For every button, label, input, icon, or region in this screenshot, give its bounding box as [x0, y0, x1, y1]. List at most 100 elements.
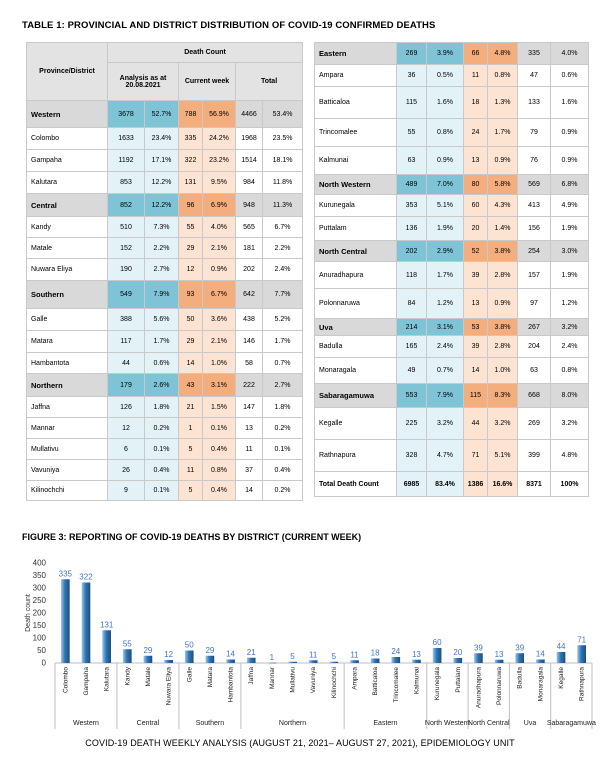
- category-label: Mullativu: [290, 667, 297, 693]
- bar-kalutara: [102, 630, 111, 663]
- district-row-jaffna: Jaffna 126 1.8% 21 1.5% 147 1.8%: [26, 396, 304, 418]
- y-tick-label: 300: [33, 584, 47, 593]
- category-label: Colombo: [62, 667, 69, 693]
- cell-name: Mannar: [26, 417, 108, 439]
- cell-a: 44: [107, 352, 145, 374]
- cell-a: 489: [396, 174, 427, 195]
- district-row-kilinochchi: Kilinochchi 9 0.1% 5 0.4% 14 0.2%: [26, 480, 304, 501]
- cell-name: Eastern: [314, 42, 397, 65]
- cell-c: 11: [178, 459, 203, 481]
- bar-ampara: [350, 660, 359, 663]
- cell-a: 136: [396, 216, 427, 241]
- cell-c: 96: [178, 193, 203, 217]
- data-label: 5: [290, 652, 295, 661]
- cell-tp: 0.2%: [261, 480, 304, 501]
- y-tick-label: 50: [37, 646, 46, 655]
- cell-cp: 1.0%: [202, 352, 236, 374]
- province-row-uva: Uva 214 3.1% 53 3.8% 267 3.2%: [314, 318, 589, 336]
- category-label: Kilinochchi: [331, 667, 338, 698]
- cell-ap: 5.6%: [144, 308, 179, 331]
- cell-tp: 6.8%: [550, 174, 589, 195]
- cell-a: 165: [396, 335, 427, 358]
- cell-t: 1514: [235, 149, 263, 172]
- cell-tp: 0.6%: [550, 64, 589, 87]
- cell-a: 84: [396, 288, 427, 319]
- bar-galle: [184, 650, 194, 663]
- cell-cp: 5.8%: [487, 174, 518, 195]
- district-row-mullativu: Mullativu 6 0.1% 5 0.4% 11 0.1%: [26, 438, 304, 460]
- category-label: Ampara: [351, 667, 358, 690]
- cell-cp: 0.1%: [202, 417, 236, 439]
- cell-c: 5: [178, 438, 203, 460]
- province-row-western: Western 3678 52.7% 788 56.9% 4466 53.4%: [26, 100, 304, 128]
- cell-c: 18: [463, 86, 488, 119]
- cell-tp: 18.1%: [261, 149, 304, 172]
- cell-t: 133: [517, 86, 551, 119]
- cell-t: 222: [235, 373, 263, 397]
- bar-kegalle: [556, 652, 566, 663]
- cell-cp: 0.9%: [487, 288, 518, 319]
- cell-c: 5: [178, 480, 203, 501]
- cell-name: Trincomalee: [314, 118, 397, 147]
- cell-a: 6: [107, 438, 145, 460]
- cell-cp: 1.7%: [487, 118, 518, 147]
- category-label: Kandy: [124, 666, 131, 685]
- cell-name: Southern: [26, 280, 108, 309]
- cell-name: Mullativu: [26, 438, 108, 460]
- cell-c: 39: [463, 335, 488, 358]
- district-row-kalutara: Kalutara 853 12.2% 131 9.5% 984 11.8%: [26, 171, 304, 194]
- data-label: 322: [79, 573, 93, 582]
- province-row-northern: Northern 179 2.6% 43 3.1% 222 2.7%: [26, 373, 304, 397]
- district-row-galle: Galle 388 5.6% 50 3.6% 438 5.2%: [26, 308, 304, 331]
- cell-cp: 16.6%: [487, 471, 518, 497]
- cell-tp: 2.7%: [261, 373, 304, 397]
- cell-name: North Central: [314, 240, 397, 262]
- cell-cp: 0.4%: [202, 480, 236, 501]
- cell-c: 60: [463, 194, 488, 217]
- header-analysis: Analysis as at 20.08.2021: [107, 62, 179, 101]
- cell-ap: 12.2%: [144, 171, 179, 194]
- data-label: 11: [309, 650, 318, 659]
- bar-puttalam: [453, 658, 463, 663]
- cell-t: 13: [235, 417, 263, 439]
- bar-gampaha: [81, 582, 91, 663]
- cell-t: 181: [235, 237, 263, 259]
- data-label: 29: [143, 646, 152, 655]
- cell-t: 1968: [235, 127, 263, 150]
- category-label: Matara: [207, 667, 214, 688]
- cell-name: Hambantota: [26, 352, 108, 374]
- data-label: 24: [391, 647, 400, 656]
- cell-a: 1192: [107, 149, 145, 172]
- cell-c: 29: [178, 237, 203, 259]
- cell-cp: 2.1%: [202, 330, 236, 353]
- district-row-gampaha: Gampaha 1192 17.1% 322 23.2% 1514 18.1%: [26, 149, 304, 172]
- data-label: 55: [123, 639, 132, 648]
- cell-c: 55: [178, 216, 203, 238]
- province-row-north-central: North Central 202 2.9% 52 3.8% 254 3.0%: [314, 240, 589, 262]
- cell-cp: 3.1%: [202, 373, 236, 397]
- district-row-rathnapura: Rathnapura 328 4.7% 71 5.1% 399 4.8%: [314, 439, 589, 472]
- bar-kurunegala: [432, 648, 442, 663]
- category-label: Nuwara Eliya: [166, 667, 173, 706]
- cell-t: 668: [517, 383, 551, 408]
- province-row-north-western: North Western 489 7.0% 80 5.8% 569 6.8%: [314, 174, 589, 195]
- cell-tp: 2.4%: [550, 335, 589, 358]
- cell-t: 58: [235, 352, 263, 374]
- category-label: Polonnaruwa: [496, 667, 503, 705]
- cell-a: 55: [396, 118, 427, 147]
- data-label: 50: [185, 641, 194, 650]
- district-row-mannar: Mannar 12 0.2% 1 0.1% 13 0.2%: [26, 417, 304, 439]
- cell-t: 438: [235, 308, 263, 331]
- category-label: Anuradhapura: [475, 667, 482, 709]
- cell-t: 948: [235, 193, 263, 217]
- district-row-kandy: Kandy 510 7.3% 55 4.0% 565 6.7%: [26, 216, 304, 238]
- bar-hambantota: [226, 659, 235, 663]
- cell-a: 549: [107, 280, 145, 309]
- cell-t: 156: [517, 216, 551, 241]
- cell-ap: 2.6%: [144, 373, 179, 397]
- cell-cp: 23.2%: [202, 149, 236, 172]
- cell-name: Colombo: [26, 127, 108, 150]
- category-label: Vavuniya: [310, 667, 317, 694]
- cell-c: 115: [463, 383, 488, 408]
- cell-cp: 3.8%: [487, 240, 518, 262]
